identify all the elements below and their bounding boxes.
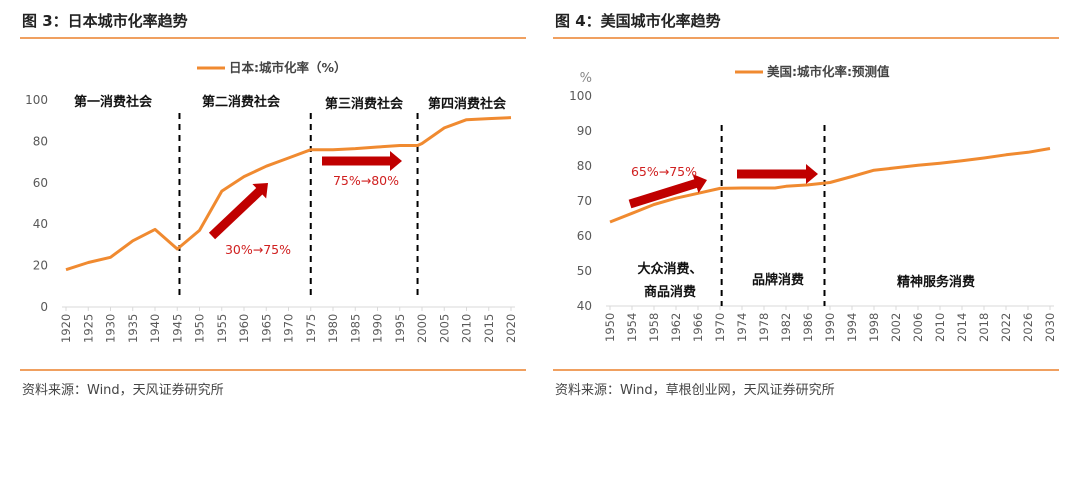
x-tick-label: 1980 xyxy=(326,314,340,343)
x-tick-label: 1995 xyxy=(393,314,407,343)
y-tick-label: 100 xyxy=(25,93,48,107)
source-left: 资料来源：Wind，天风证券研究所 xyxy=(22,383,224,398)
title-rule-right xyxy=(553,37,1059,39)
series-line xyxy=(609,147,1051,224)
x-tick-label: 1955 xyxy=(215,314,229,343)
x-tick-label: 1998 xyxy=(867,313,881,342)
period-label: 第一消费社会 xyxy=(74,94,153,110)
x-tick-label: 1950 xyxy=(603,313,617,342)
trend-arrow xyxy=(322,151,402,171)
y-tick-label: 80 xyxy=(577,159,592,173)
x-tick-label: 2015 xyxy=(482,314,496,343)
y-tick-label: 80 xyxy=(33,134,48,148)
y-tick-label: 60 xyxy=(33,176,48,190)
y-tick-label: 90 xyxy=(577,124,592,138)
x-tick-label: 1920 xyxy=(59,314,73,343)
y-tick-label: 50 xyxy=(577,264,592,278)
x-tick-label: 1925 xyxy=(81,314,95,343)
x-tick-label: 1994 xyxy=(845,313,859,342)
y-tick-label: 20 xyxy=(33,259,48,273)
legend-label: 美国:城市化率:预测值 xyxy=(767,64,890,79)
source-rule-left xyxy=(20,369,526,371)
x-tick-label: 1970 xyxy=(713,313,727,342)
x-tick-label: 1935 xyxy=(126,314,140,343)
source-rule-right xyxy=(553,369,1059,371)
x-tick-label: 2022 xyxy=(999,313,1013,342)
period-label: 第二消费社会 xyxy=(202,94,281,110)
period-label: 精神服务消费 xyxy=(897,274,975,290)
x-tick-label: 1978 xyxy=(757,313,771,342)
trend-arrow xyxy=(737,164,818,184)
y-tick-label: 70 xyxy=(577,194,592,208)
x-tick-label: 1930 xyxy=(104,314,118,343)
trend-arrow xyxy=(208,183,268,240)
title-rule-left xyxy=(20,37,526,39)
x-tick-label: 1990 xyxy=(823,313,837,342)
period-label: 商品消费 xyxy=(644,284,696,300)
trend-arrow xyxy=(628,174,707,209)
figure-4-title: 图 4：美国城市化率趋势 xyxy=(555,12,721,30)
x-tick-label: 1974 xyxy=(735,313,749,342)
x-tick-label: 1966 xyxy=(691,313,705,342)
x-tick-label: 1990 xyxy=(371,314,385,343)
figure-3-title: 图 3：日本城市化率趋势 xyxy=(22,12,188,30)
y-axis-label: % xyxy=(580,71,592,86)
x-tick-label: 2002 xyxy=(889,313,903,342)
x-tick-label: 1954 xyxy=(625,313,639,342)
x-tick-label: 1970 xyxy=(282,314,296,343)
x-tick-label: 1958 xyxy=(647,313,661,342)
x-tick-label: 2030 xyxy=(1043,313,1057,342)
x-tick-label: 1940 xyxy=(148,314,162,343)
x-tick-label: 1950 xyxy=(193,314,207,343)
x-tick-label: 2020 xyxy=(504,314,518,343)
x-tick-label: 2014 xyxy=(955,313,969,342)
period-label: 第四消费社会 xyxy=(428,96,507,112)
x-tick-label: 2010 xyxy=(933,313,947,342)
x-tick-label: 1986 xyxy=(801,313,815,342)
x-tick-label: 2000 xyxy=(415,314,429,343)
x-tick-label: 1962 xyxy=(669,313,683,342)
x-tick-label: 2026 xyxy=(1021,313,1035,342)
growth-annotation: 30%→75% xyxy=(225,242,291,257)
x-tick-label: 1985 xyxy=(348,314,362,343)
growth-annotation: 75%→80% xyxy=(333,173,399,188)
y-tick-label: 40 xyxy=(33,217,48,231)
x-tick-label: 1965 xyxy=(259,314,273,343)
series-line xyxy=(65,116,512,272)
source-right: 资料来源：Wind，草根创业网，天风证券研究所 xyxy=(555,383,835,398)
x-tick-label: 1975 xyxy=(304,314,318,343)
legend-label: 日本:城市化率（%） xyxy=(229,60,347,75)
x-tick-label: 1945 xyxy=(170,314,184,343)
period-label: 第三消费社会 xyxy=(325,96,404,112)
period-label: 品牌消费 xyxy=(752,272,804,288)
y-tick-label: 0 xyxy=(40,300,48,314)
y-tick-label: 60 xyxy=(577,229,592,243)
x-tick-label: 1960 xyxy=(237,314,251,343)
x-tick-label: 2018 xyxy=(977,313,991,342)
x-tick-label: 2010 xyxy=(460,314,474,343)
growth-annotation: 65%→75% xyxy=(631,164,697,179)
x-tick-label: 2005 xyxy=(437,314,451,343)
x-tick-label: 2006 xyxy=(911,313,925,342)
x-tick-label: 1982 xyxy=(779,313,793,342)
period-label: 大众消费、 xyxy=(637,261,702,277)
y-tick-label: 100 xyxy=(569,89,592,103)
y-tick-label: 40 xyxy=(577,299,592,313)
